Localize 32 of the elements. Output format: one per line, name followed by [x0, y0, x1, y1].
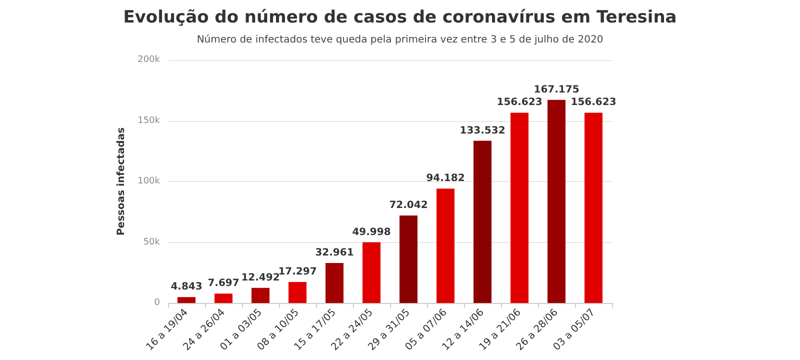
y-tick-label: 200k [138, 55, 161, 65]
y-tick-label: 0 [154, 298, 160, 308]
data-label: 156.623 [496, 97, 542, 108]
chart-subtitle: Número de infectados teve queda pela primeira vez entre 3 e 5 de julho de 2020 [196, 34, 604, 46]
data-label: 12.492 [241, 272, 280, 284]
data-label: 32.961 [315, 247, 354, 258]
bar [214, 294, 232, 303]
y-tick-label: 150k [138, 116, 161, 126]
data-label: 167.175 [534, 84, 580, 96]
bar [252, 288, 270, 303]
bar [400, 215, 418, 303]
data-label: 156.623 [570, 97, 616, 108]
data-label: 49.998 [352, 226, 391, 238]
bar [362, 242, 380, 303]
data-label: 72.042 [389, 200, 428, 211]
bar [510, 112, 528, 303]
data-label: 7.697 [208, 278, 240, 290]
data-label: 94.182 [426, 173, 465, 184]
bar [288, 282, 306, 303]
data-label: 17.297 [278, 266, 317, 278]
bar [178, 297, 196, 303]
y-tick-label: 50k [143, 237, 161, 248]
bar [436, 188, 454, 303]
y-tick-label: 100k [138, 176, 161, 186]
bar [474, 140, 492, 303]
data-label: 4.843 [170, 282, 202, 293]
chart-title: Evolução do número de casos de coronavírus em Teresina [123, 8, 677, 28]
bar [584, 112, 602, 303]
y-axis-title: Pessoas infectadas [116, 127, 128, 236]
bar [326, 262, 344, 303]
data-label: 133.532 [460, 125, 506, 136]
bar [548, 100, 566, 303]
